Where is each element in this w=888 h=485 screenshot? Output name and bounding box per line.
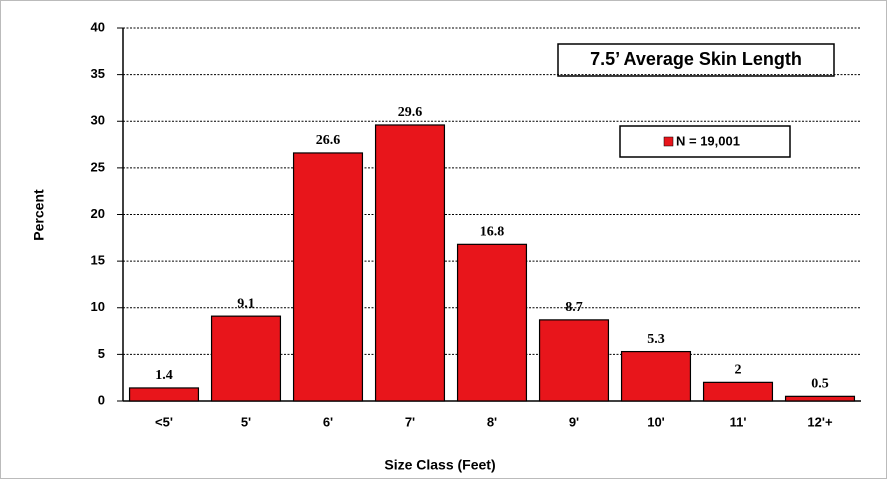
data-label: 26.6 <box>316 133 341 148</box>
bar <box>620 350 692 402</box>
bar <box>128 387 200 402</box>
bar <box>210 315 282 402</box>
y-tick-label: 30 <box>91 113 105 128</box>
data-label: 2 <box>735 363 742 378</box>
data-label: 9.1 <box>237 296 255 311</box>
x-tick-label: 11' <box>730 414 747 429</box>
bar <box>456 243 528 402</box>
x-tick-label: 6' <box>323 414 333 429</box>
y-tick-label: 20 <box>91 206 105 221</box>
x-tick-label: 12'+ <box>807 414 833 429</box>
data-label: 0.5 <box>811 377 829 392</box>
x-tick-label: <5' <box>155 414 173 429</box>
legend-label: N = 19,001 <box>676 133 740 148</box>
y-tick-label: 0 <box>98 392 105 407</box>
x-axis-title: Size Class (Feet) <box>384 457 495 473</box>
x-tick-label: 10' <box>647 414 665 429</box>
data-label: 16.8 <box>480 225 505 240</box>
legend-swatch <box>663 136 674 147</box>
x-tick-label: 7' <box>405 414 415 429</box>
legend-box <box>619 125 791 158</box>
x-tick-label: 9' <box>569 414 579 429</box>
y-tick-label: 25 <box>91 159 105 174</box>
data-label: 1.4 <box>155 368 173 383</box>
y-tick-label: 35 <box>91 66 105 81</box>
bar <box>292 152 364 402</box>
data-label: 5.3 <box>647 332 665 347</box>
data-label: 29.6 <box>398 105 423 120</box>
bar <box>538 319 610 402</box>
y-tick-label: 10 <box>91 299 105 314</box>
y-tick-label: 15 <box>91 253 105 268</box>
bar <box>374 124 446 402</box>
y-axis-title: Percent <box>31 189 47 241</box>
chart-title: 7.5’ Average Skin Length <box>590 49 802 69</box>
bar <box>702 381 774 402</box>
x-tick-label: 8' <box>487 414 497 429</box>
bar <box>784 395 856 402</box>
title-box <box>557 43 835 77</box>
y-tick-label: 5 <box>98 346 105 361</box>
x-tick-label: 5' <box>241 414 251 429</box>
y-tick-label: 40 <box>91 19 105 34</box>
data-label: 8.7 <box>565 300 583 315</box>
